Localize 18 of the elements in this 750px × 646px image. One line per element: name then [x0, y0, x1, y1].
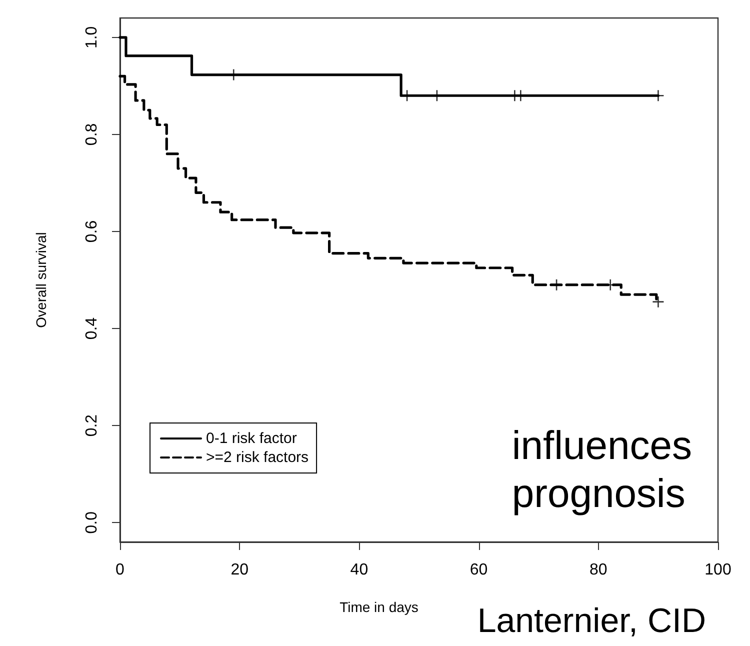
annotation: influences prognosis — [512, 424, 692, 516]
legend-label: >=2 risk factors — [206, 449, 309, 466]
x-tick-label: 100 — [704, 562, 732, 578]
y-axis-title: Overall survival — [33, 232, 49, 328]
x-tick-label: 20 — [230, 562, 249, 578]
y-tick-label: 0.8 — [84, 123, 100, 146]
y-tick-label: 0.6 — [84, 220, 100, 243]
x-tick-label: 0 — [116, 562, 125, 578]
y-tick-label: 0.2 — [84, 414, 100, 437]
y-tick-label: 0.0 — [84, 511, 100, 534]
legend-label: 0-1 risk factor — [206, 430, 297, 447]
x-tick-label: 40 — [350, 562, 368, 578]
x-tick-label: 60 — [470, 562, 488, 578]
x-axis-title: Time in days — [340, 599, 418, 615]
y-tick-label: 1.0 — [84, 26, 100, 49]
y-tick-label: 0.4 — [84, 317, 100, 340]
x-tick-label: 80 — [590, 562, 608, 578]
text: Lanternier, CID — [477, 602, 706, 640]
